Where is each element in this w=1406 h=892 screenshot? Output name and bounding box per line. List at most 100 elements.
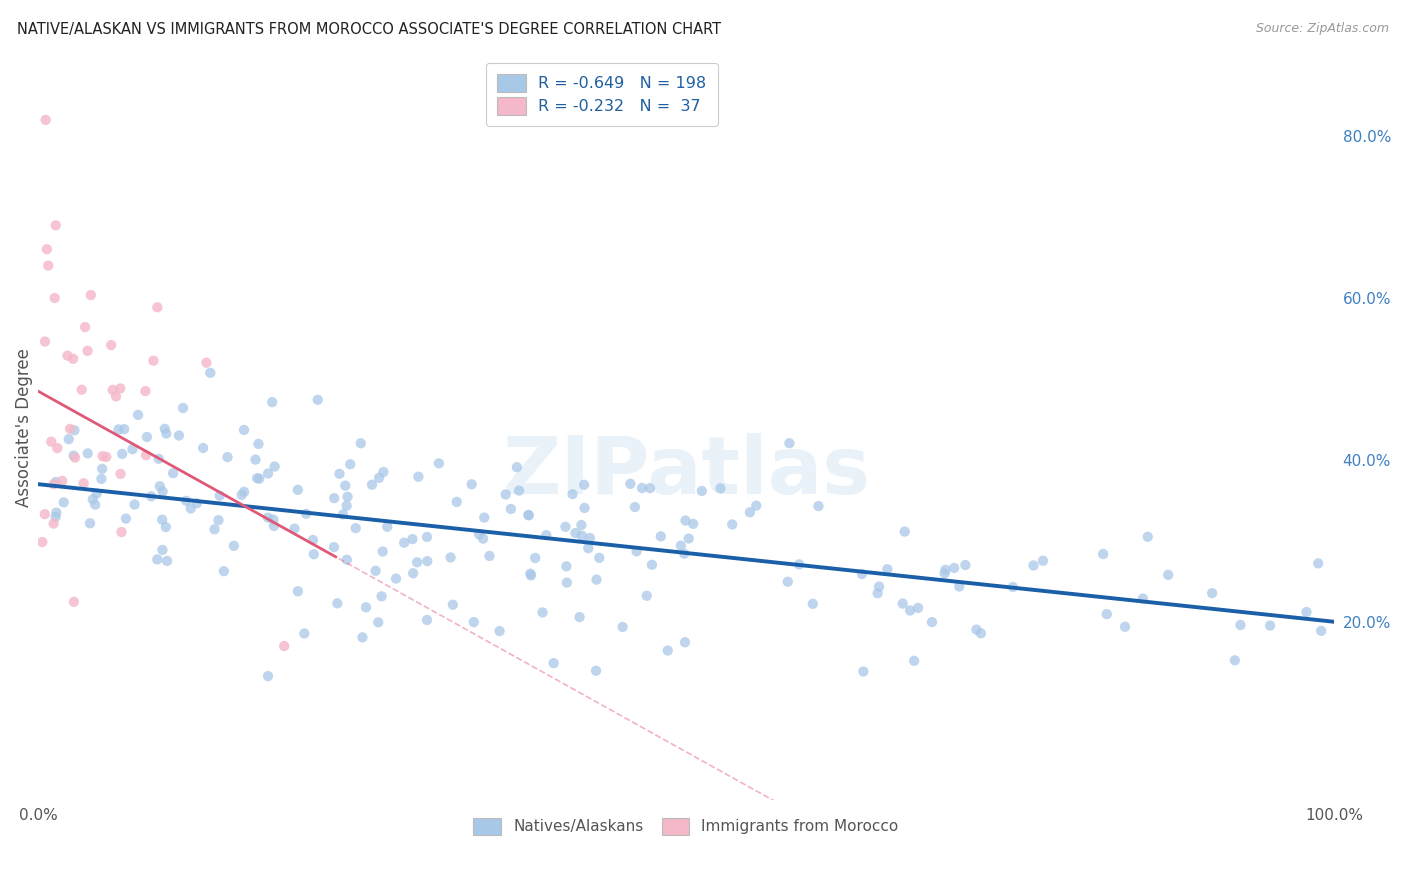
Point bbox=[446, 495, 468, 509]
Point bbox=[1132, 591, 1154, 606]
Point bbox=[721, 517, 744, 532]
Point bbox=[401, 532, 423, 546]
Point bbox=[142, 353, 165, 368]
Point bbox=[807, 499, 830, 513]
Point bbox=[110, 525, 132, 540]
Point bbox=[90, 472, 112, 486]
Point bbox=[463, 615, 485, 629]
Point bbox=[146, 552, 169, 566]
Point bbox=[531, 606, 554, 620]
Point bbox=[631, 481, 654, 495]
Point bbox=[364, 564, 387, 578]
Point bbox=[402, 566, 425, 581]
Point bbox=[1001, 580, 1024, 594]
Point bbox=[519, 566, 541, 581]
Point bbox=[472, 510, 495, 524]
Point bbox=[682, 516, 704, 531]
Point bbox=[35, 242, 58, 256]
Point bbox=[34, 334, 56, 349]
Point bbox=[91, 449, 114, 463]
Point bbox=[1136, 530, 1159, 544]
Point bbox=[612, 620, 634, 634]
Point bbox=[868, 580, 890, 594]
Point bbox=[207, 513, 229, 527]
Point bbox=[638, 481, 661, 495]
Point bbox=[191, 441, 214, 455]
Point bbox=[257, 510, 280, 524]
Point bbox=[257, 669, 280, 683]
Point bbox=[778, 436, 800, 450]
Point bbox=[1092, 547, 1115, 561]
Point bbox=[934, 566, 956, 581]
Point bbox=[328, 467, 350, 481]
Point bbox=[31, 535, 53, 549]
Point bbox=[866, 586, 889, 600]
Point bbox=[336, 552, 359, 566]
Point bbox=[46, 441, 69, 455]
Point bbox=[58, 432, 80, 446]
Point bbox=[568, 610, 591, 624]
Point bbox=[554, 520, 576, 534]
Point bbox=[292, 626, 315, 640]
Point bbox=[371, 544, 394, 558]
Point bbox=[406, 555, 429, 569]
Point bbox=[675, 514, 697, 528]
Point bbox=[45, 475, 67, 489]
Point bbox=[1295, 605, 1317, 619]
Point bbox=[135, 448, 157, 462]
Point bbox=[82, 492, 104, 507]
Point bbox=[135, 430, 157, 444]
Point bbox=[323, 540, 346, 554]
Point bbox=[152, 543, 174, 558]
Point bbox=[801, 597, 824, 611]
Point bbox=[180, 501, 202, 516]
Point bbox=[42, 477, 65, 491]
Point bbox=[326, 596, 349, 610]
Point bbox=[222, 539, 245, 553]
Point bbox=[149, 479, 172, 493]
Point bbox=[585, 664, 607, 678]
Point bbox=[576, 541, 599, 556]
Point bbox=[673, 635, 696, 649]
Point bbox=[517, 508, 540, 523]
Point bbox=[70, 383, 93, 397]
Point bbox=[339, 457, 361, 471]
Point bbox=[186, 496, 208, 510]
Point bbox=[641, 558, 664, 572]
Point bbox=[262, 512, 284, 526]
Point bbox=[263, 459, 285, 474]
Point bbox=[162, 466, 184, 480]
Point bbox=[574, 500, 596, 515]
Point bbox=[336, 499, 359, 513]
Point bbox=[84, 498, 107, 512]
Point bbox=[392, 535, 415, 549]
Text: Source: ZipAtlas.com: Source: ZipAtlas.com bbox=[1256, 22, 1389, 36]
Point bbox=[45, 510, 67, 524]
Point bbox=[948, 580, 970, 594]
Point bbox=[439, 550, 461, 565]
Point bbox=[624, 500, 647, 514]
Point bbox=[898, 603, 921, 617]
Point bbox=[45, 506, 67, 520]
Point bbox=[517, 508, 540, 522]
Point bbox=[907, 601, 929, 615]
Point bbox=[468, 527, 491, 541]
Point bbox=[564, 526, 586, 541]
Point bbox=[42, 516, 65, 531]
Point bbox=[56, 349, 79, 363]
Point bbox=[555, 559, 578, 574]
Point bbox=[561, 487, 583, 501]
Point bbox=[172, 401, 194, 415]
Point bbox=[233, 484, 256, 499]
Point bbox=[200, 366, 222, 380]
Point bbox=[585, 573, 607, 587]
Point bbox=[1114, 620, 1136, 634]
Point bbox=[257, 467, 280, 481]
Point bbox=[124, 498, 146, 512]
Point bbox=[245, 452, 267, 467]
Point bbox=[127, 408, 149, 422]
Point bbox=[851, 566, 873, 581]
Point bbox=[141, 489, 163, 503]
Point bbox=[1157, 567, 1180, 582]
Point bbox=[51, 474, 73, 488]
